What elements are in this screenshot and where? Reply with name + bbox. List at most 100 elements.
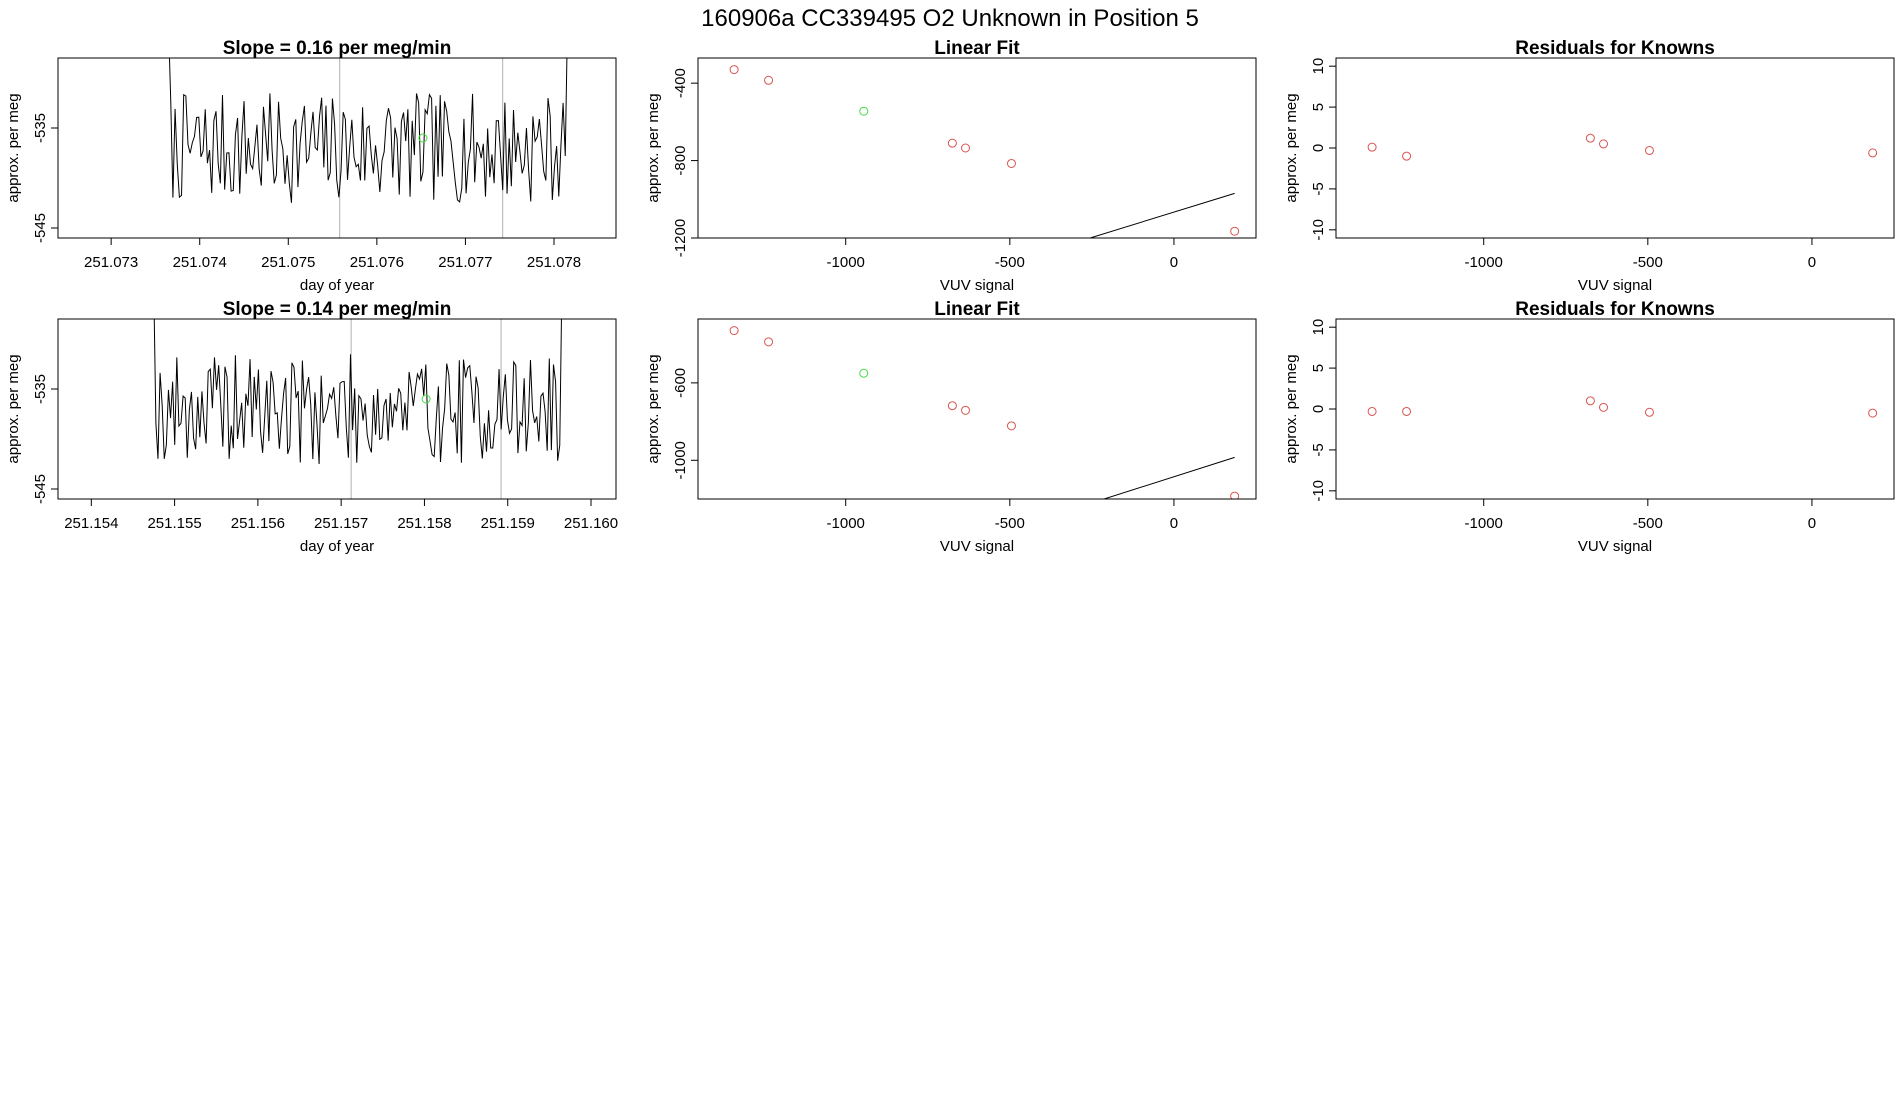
chart-title: Slope = 0.16 per meg/min	[223, 38, 452, 59]
x-tick-label: 251.076	[350, 254, 404, 271]
x-tick-label: 251.159	[481, 515, 535, 532]
unknown-point	[859, 368, 869, 378]
fit-line	[1088, 192, 1235, 238]
x-tick-label: -500	[1633, 515, 1663, 532]
known-point	[947, 138, 957, 148]
x-tick-label: -1000	[1465, 254, 1503, 271]
residual-point	[1402, 406, 1412, 416]
plot-frame	[1335, 57, 1895, 239]
chart-residuals-1: Residuals for Knowns VUV signal approx. pe…	[1283, 38, 1895, 294]
chart-title: Slope = 0.14 per meg/min	[223, 299, 452, 320]
known-point	[764, 75, 774, 85]
y-tick-label: -10	[1310, 219, 1327, 241]
x-tick-label: 251.073	[84, 254, 138, 271]
plot-frame	[57, 318, 617, 500]
plot-frame	[697, 57, 1257, 239]
y-tick-label: 10	[1310, 58, 1327, 75]
known-point	[729, 65, 739, 75]
residual-point	[1644, 145, 1654, 155]
residual-point	[1644, 407, 1654, 417]
x-tick-label: 251.075	[261, 254, 315, 271]
plot-frame	[57, 57, 617, 239]
known-point	[1230, 491, 1240, 499]
y-tick-label: -1200	[672, 219, 689, 257]
unknown-point	[421, 394, 431, 404]
x-tick-label: -1000	[1465, 515, 1503, 532]
y-tick-label: -400	[672, 68, 689, 98]
x-tick-label: -500	[1633, 254, 1663, 271]
chart-timeseries-1: Slope = 0.16 per meg/min day of year appro…	[5, 38, 617, 294]
x-axis-label: day of year	[300, 277, 374, 294]
residual-point	[1367, 406, 1377, 416]
unknown-point	[418, 133, 428, 143]
plot-data-area	[153, 319, 562, 499]
y-tick-label: -535	[32, 113, 49, 143]
y-axis-label: approx. per meg	[645, 93, 662, 202]
residual-point	[1367, 142, 1377, 152]
x-tick-label: 251.157	[314, 515, 368, 532]
x-tick-label: 251.077	[438, 254, 492, 271]
known-point	[1006, 421, 1016, 431]
x-tick-label: 0	[1170, 254, 1178, 271]
plot-data-area	[1367, 396, 1878, 418]
x-tick-label: 251.074	[173, 254, 227, 271]
x-axis-label: day of year	[300, 538, 374, 555]
y-tick-label: 5	[1310, 103, 1327, 111]
x-tick-label: 0	[1808, 515, 1816, 532]
x-tick-label: 251.160	[564, 515, 618, 532]
plot-frame	[697, 318, 1257, 500]
x-axis-label: VUV signal	[940, 277, 1014, 294]
x-axis-label: VUV signal	[1578, 538, 1652, 555]
x-tick-label: -1000	[827, 254, 865, 271]
known-point	[947, 401, 957, 411]
y-tick-label: 0	[1310, 144, 1327, 152]
x-tick-label: 251.156	[231, 515, 285, 532]
residual-point	[1585, 133, 1595, 143]
series-line	[153, 319, 562, 465]
plot-frame	[1335, 318, 1895, 500]
residual-point	[1599, 402, 1609, 412]
plot-data-area	[729, 326, 1240, 499]
known-point	[961, 405, 971, 415]
chart-linearfit-1: Linear Fit VUV signal approx. per meg -1000…	[645, 38, 1257, 294]
figure-title: 160906a CC339495 O2 Unknown in Position …	[701, 5, 1199, 32]
y-tick-label: -1000	[672, 441, 689, 479]
y-tick-label: -545	[32, 213, 49, 243]
chart-title: Linear Fit	[934, 299, 1020, 320]
x-axis-label: VUV signal	[1578, 277, 1652, 294]
x-tick-label: 251.078	[527, 254, 581, 271]
series-line	[168, 58, 568, 203]
chart-timeseries-2: Slope = 0.14 per meg/min day of year appro…	[5, 299, 618, 555]
x-tick-label: 251.155	[147, 515, 201, 532]
y-tick-label: -800	[672, 146, 689, 176]
y-axis-label: approx. per meg	[5, 354, 22, 463]
chart-title: Residuals for Knowns	[1515, 38, 1715, 59]
y-tick-label: 10	[1310, 319, 1327, 336]
residual-point	[1402, 151, 1412, 161]
x-axis-label: VUV signal	[940, 538, 1014, 555]
x-tick-label: 251.154	[64, 515, 118, 532]
known-point	[764, 337, 774, 347]
y-tick-label: -5	[1310, 182, 1327, 195]
y-tick-label: -545	[32, 474, 49, 504]
y-tick-label: -10	[1310, 480, 1327, 502]
unknown-point	[859, 106, 869, 116]
x-tick-label: -500	[995, 254, 1025, 271]
x-tick-label: -500	[995, 515, 1025, 532]
residual-point	[1868, 408, 1878, 418]
plot-data-area	[729, 65, 1240, 238]
residual-point	[1599, 139, 1609, 149]
y-tick-label: 5	[1310, 364, 1327, 372]
plot-data-area	[1367, 133, 1878, 161]
chart-residuals-2: Residuals for Knowns VUV signal approx. pe…	[1283, 299, 1895, 555]
plot-data-area	[168, 58, 568, 238]
chart-linearfit-2: Linear Fit VUV signal approx. per meg -1000…	[645, 299, 1257, 555]
y-axis-label: approx. per meg	[645, 354, 662, 463]
chart-title: Linear Fit	[934, 38, 1020, 59]
x-tick-label: 0	[1170, 515, 1178, 532]
y-axis-label: approx. per meg	[1283, 354, 1300, 463]
x-tick-label: 0	[1808, 254, 1816, 271]
residual-point	[1585, 396, 1595, 406]
y-axis-label: approx. per meg	[5, 93, 22, 202]
